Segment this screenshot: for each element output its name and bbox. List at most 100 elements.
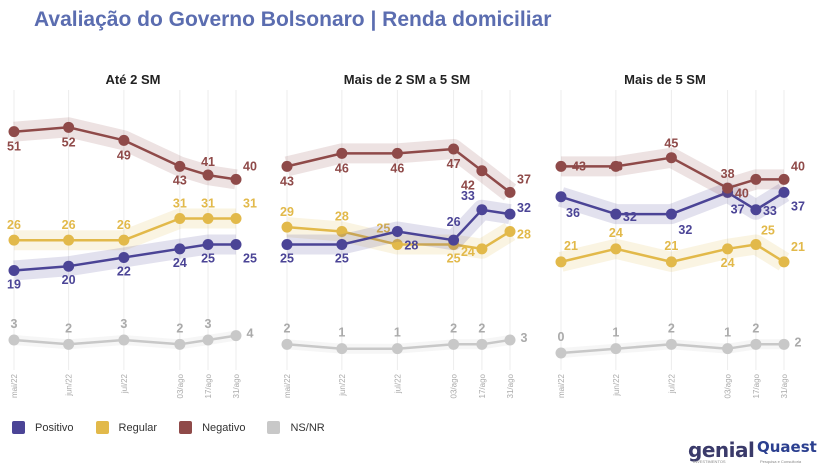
data-label: 20 bbox=[62, 273, 76, 287]
x-tick-label: 03/ago bbox=[176, 373, 185, 398]
data-point bbox=[504, 225, 516, 237]
data-point bbox=[665, 208, 677, 220]
data-point bbox=[230, 173, 242, 185]
page-title: Avaliação do Governo Bolsonaro | Renda d… bbox=[34, 8, 552, 31]
series-line-negativo bbox=[286, 147, 511, 194]
data-label: 25 bbox=[280, 252, 294, 266]
data-label: 31 bbox=[173, 196, 187, 210]
data-point bbox=[230, 212, 242, 224]
data-point bbox=[476, 165, 488, 177]
data-label: 40 bbox=[791, 159, 805, 173]
data-point bbox=[610, 343, 622, 355]
legend-swatch-positivo bbox=[12, 421, 25, 434]
data-label: 19 bbox=[7, 278, 21, 292]
data-point bbox=[555, 256, 567, 268]
data-label: 25 bbox=[761, 224, 775, 238]
data-label: 25 bbox=[376, 222, 390, 236]
data-label: 24 bbox=[609, 226, 623, 240]
data-label: 42 bbox=[461, 179, 475, 193]
data-label: 37 bbox=[731, 202, 745, 216]
data-point bbox=[722, 182, 734, 194]
data-label: 37 bbox=[517, 172, 531, 186]
x-tick-label: 17/ago bbox=[478, 373, 487, 398]
data-point bbox=[778, 186, 790, 198]
data-point bbox=[391, 147, 403, 159]
data-label: 26 bbox=[117, 218, 131, 232]
data-label: 28 bbox=[517, 227, 531, 241]
data-label: 25 bbox=[447, 252, 461, 266]
x-tick-label: jun/22 bbox=[612, 373, 621, 396]
data-label: 4 bbox=[247, 327, 254, 341]
legend-swatch-nsnr bbox=[267, 421, 281, 434]
data-label: 26 bbox=[62, 218, 76, 232]
data-label: 2 bbox=[65, 321, 72, 335]
data-label: 33 bbox=[763, 204, 777, 218]
data-label: 45 bbox=[664, 137, 678, 151]
data-point bbox=[174, 212, 186, 224]
data-point bbox=[174, 338, 186, 350]
data-label: 31 bbox=[201, 196, 215, 210]
data-point bbox=[722, 343, 734, 355]
data-point bbox=[610, 208, 622, 220]
data-label: 1 bbox=[394, 326, 401, 340]
data-point bbox=[504, 208, 516, 220]
data-point bbox=[665, 256, 677, 268]
data-point bbox=[750, 239, 762, 250]
data-point bbox=[63, 338, 75, 350]
data-label: 21 bbox=[791, 240, 805, 254]
x-tick-label: 03/ago bbox=[450, 373, 459, 398]
data-point bbox=[665, 338, 677, 350]
data-label: 28 bbox=[335, 209, 349, 223]
legend-label-nsnr: NS/NR bbox=[290, 421, 325, 434]
data-label: 2 bbox=[478, 321, 485, 335]
data-label: 2 bbox=[752, 321, 759, 335]
legend-item-negativo: Negativo bbox=[179, 421, 245, 434]
data-label: 38 bbox=[721, 167, 735, 181]
data-point bbox=[504, 186, 516, 198]
data-label: 32 bbox=[623, 210, 637, 224]
data-label: 24 bbox=[721, 256, 735, 270]
data-point bbox=[8, 265, 20, 277]
data-label: 36 bbox=[566, 206, 580, 220]
data-point bbox=[555, 347, 567, 359]
data-label: 46 bbox=[335, 161, 349, 175]
data-point bbox=[778, 338, 790, 350]
data-label: 25 bbox=[335, 252, 349, 266]
data-point bbox=[555, 191, 567, 203]
data-point bbox=[8, 234, 20, 246]
data-label: 2 bbox=[284, 321, 291, 335]
genial-logo: genial bbox=[688, 438, 755, 462]
data-label: 2 bbox=[450, 321, 457, 335]
data-label: 43 bbox=[173, 173, 187, 187]
x-tick-label: jun/22 bbox=[338, 373, 347, 396]
data-point bbox=[202, 169, 214, 181]
data-label: 33 bbox=[461, 189, 475, 203]
data-label: 2 bbox=[668, 321, 675, 335]
data-point bbox=[476, 243, 488, 255]
legend-label-positivo: Positivo bbox=[35, 421, 74, 434]
data-point bbox=[778, 173, 790, 185]
data-label: 49 bbox=[117, 148, 131, 162]
data-point bbox=[336, 343, 348, 355]
quaest-logo-sub: Pesquisa e Consultoria bbox=[760, 459, 802, 464]
data-label: 40 bbox=[735, 186, 749, 200]
data-label: 24 bbox=[461, 245, 475, 259]
data-point bbox=[281, 221, 293, 233]
x-tick-label: 31/ago bbox=[232, 373, 241, 398]
data-label: 0 bbox=[558, 330, 565, 344]
data-label: 3 bbox=[11, 317, 18, 331]
data-label: 26 bbox=[7, 218, 21, 232]
data-label: 31 bbox=[243, 196, 257, 210]
x-tick-label: mai/22 bbox=[283, 373, 292, 398]
legend-swatch-regular bbox=[95, 421, 109, 434]
data-label: 21 bbox=[564, 239, 578, 253]
data-point bbox=[118, 252, 130, 264]
x-tick-label: jul/22 bbox=[393, 373, 402, 394]
data-label: 43 bbox=[280, 174, 294, 188]
data-label: 2 bbox=[176, 321, 183, 335]
data-point bbox=[448, 143, 460, 155]
data-point bbox=[778, 256, 790, 268]
legend-label-regular: Regular bbox=[118, 421, 158, 434]
data-point bbox=[555, 160, 567, 172]
